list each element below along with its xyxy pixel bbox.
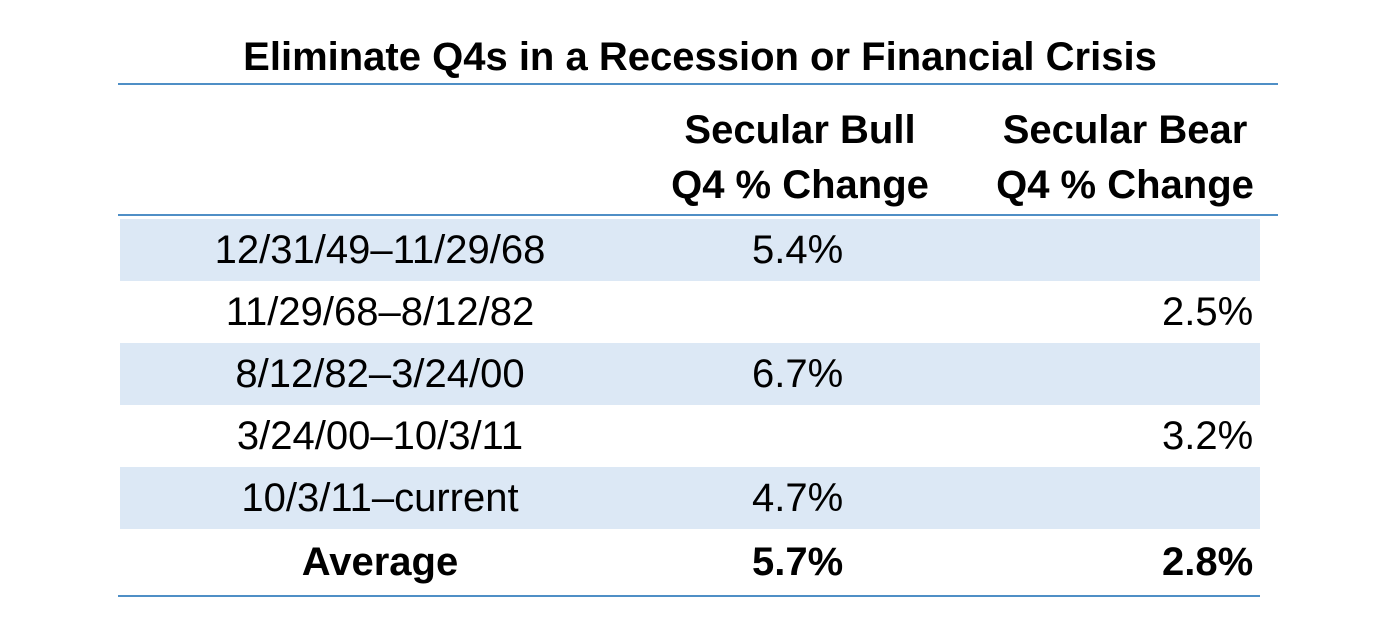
bear-value-cell [960,219,1260,281]
bear-value-cell [960,467,1260,529]
bull-value-cell [640,281,960,343]
header-rule [118,214,1278,216]
period-cell: 11/29/68–8/12/82 [225,290,535,334]
period-cell: 12/31/49–11/29/68 [214,228,546,272]
header-secular-bull-line2: Q4 % Change [671,162,929,207]
header-secular-bear-line1: Secular Bear [1002,107,1248,152]
table-title: Eliminate Q4s in a Recession or Financia… [243,35,1157,79]
bull-value-cell: 5.4% [752,228,844,272]
bull-value-cell [640,405,960,467]
table-row: 12/31/49–11/29/68 5.4% [120,219,1260,281]
average-row: Average 5.7% 2.8% [120,531,1260,593]
header-secular-bear-line2: Q4 % Change [996,162,1254,207]
bull-value-cell: 4.7% [752,476,844,520]
period-cell: 8/12/82–3/24/00 [235,352,525,396]
title-rule [118,83,1278,85]
bear-value-cell [960,343,1260,405]
table-row: 3/24/00–10/3/11 3.2% [120,405,1260,467]
period-cell: 10/3/11–current [241,476,519,520]
average-label: Average [301,540,459,584]
table-row: 11/29/68–8/12/82 2.5% [120,281,1260,343]
header-secular-bull: Secular Bull Q4 % Change [660,102,940,212]
bear-value-cell: 3.2% [1162,414,1254,458]
table-row: 10/3/11–current 4.7% [120,467,1260,529]
table-row: 8/12/82–3/24/00 6.7% [120,343,1260,405]
bear-value-cell: 2.5% [1162,290,1254,334]
header-secular-bull-line1: Secular Bull [684,107,916,152]
bull-value-cell: 6.7% [752,352,844,396]
bottom-rule [118,595,1260,597]
average-bull-value: 5.7% [752,540,844,584]
header-secular-bear: Secular Bear Q4 % Change [980,102,1270,212]
average-bear-value: 2.8% [1162,540,1254,584]
period-cell: 3/24/00–10/3/11 [236,414,524,458]
